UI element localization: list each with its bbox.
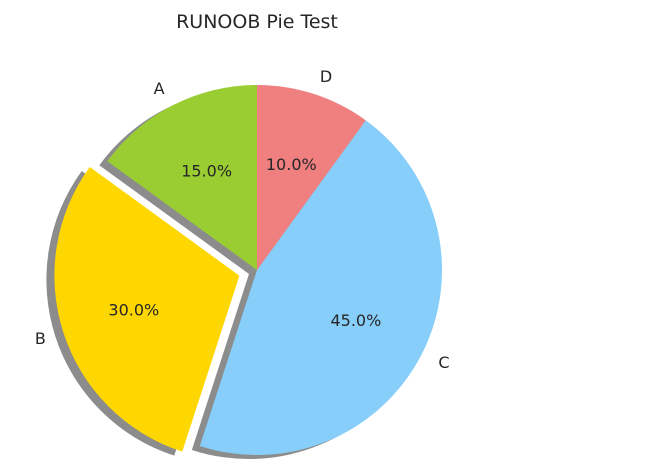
slice-percent-a: 15.0% xyxy=(181,162,232,181)
pie-slice-a xyxy=(107,85,257,270)
slice-label-a: A xyxy=(154,79,165,98)
chart-title: RUNOOB Pie Test xyxy=(176,11,338,33)
slice-percent-c: 45.0% xyxy=(330,311,381,330)
pie-slice-c xyxy=(199,120,443,456)
slice-percent-b: 30.0% xyxy=(108,301,159,320)
slice-label-c: C xyxy=(438,353,449,372)
pie-slice-layer xyxy=(54,85,443,456)
slice-percent-d: 10.0% xyxy=(266,155,317,174)
slice-label-d: D xyxy=(320,67,332,86)
slice-label-b: B xyxy=(35,329,46,348)
pie-slice-d xyxy=(257,85,366,270)
pie-label-layer: A 15.0% B 30.0% C 45.0% D 10.0% xyxy=(35,67,450,372)
pie-slice-b xyxy=(54,166,240,452)
